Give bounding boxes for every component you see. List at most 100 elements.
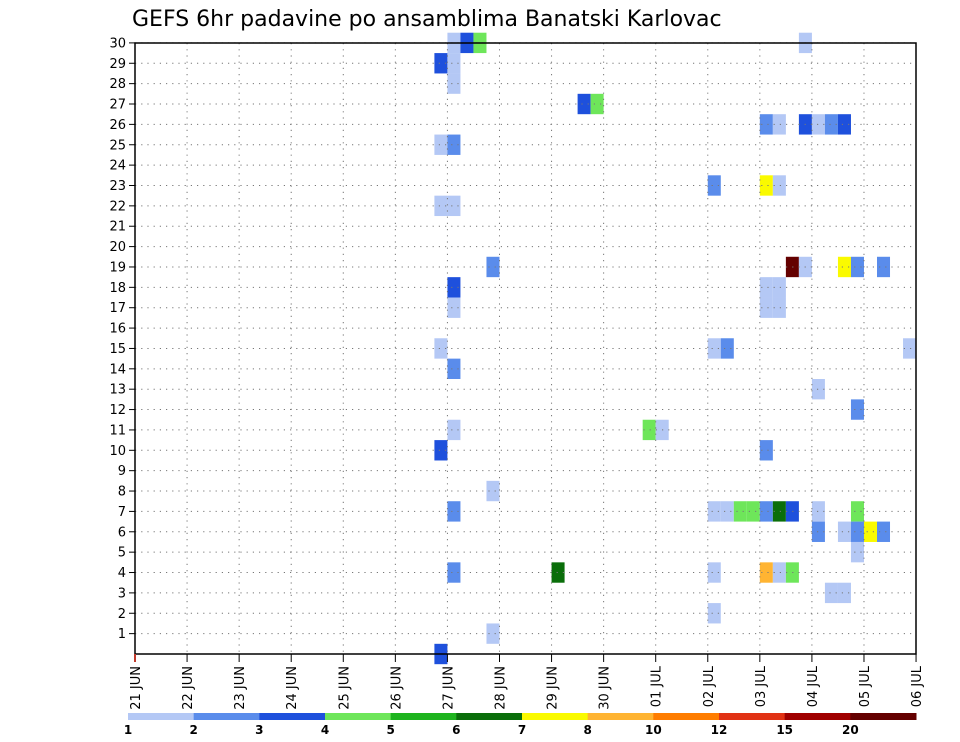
precip-cell xyxy=(772,277,786,298)
chart-title: GEFS 6hr padavine po ansamblima Banatski… xyxy=(132,7,722,32)
precip-cell xyxy=(434,53,448,74)
precip-cell xyxy=(811,379,825,400)
precipitation-cells xyxy=(434,32,916,665)
colorbar-segment xyxy=(784,713,851,720)
precip-cell xyxy=(447,419,461,441)
x-axis: 21 JUN 22 JUN 23 JUN 24 JUN 25 JUN 26 JUN 27 J… xyxy=(129,654,925,710)
x-tick-label: 21 JUN xyxy=(129,666,144,710)
precip-cell xyxy=(772,114,786,135)
precip-cell xyxy=(811,521,825,542)
colorbar-segment xyxy=(456,713,523,720)
precip-cell xyxy=(447,134,461,155)
grid-lines xyxy=(135,42,916,654)
y-tick-label: 20 xyxy=(109,240,126,255)
x-tick-label: 04 JUL xyxy=(806,665,821,707)
y-tick-label: 25 xyxy=(109,138,126,153)
colorbar-label: 5 xyxy=(386,723,394,737)
precip-cell xyxy=(772,297,786,318)
y-tick-label: 2 xyxy=(118,607,126,622)
precip-cell xyxy=(850,501,864,522)
precip-cell xyxy=(447,358,461,379)
y-tick-label: 8 xyxy=(118,485,126,500)
y-tick-label: 28 xyxy=(109,77,126,92)
precip-cell xyxy=(759,277,773,298)
precip-cell xyxy=(434,195,448,217)
precip-cell xyxy=(837,256,851,278)
colorbar-legend: 1 2 3 4 5 6 7 8 10 12 15 20 xyxy=(124,713,917,737)
y-tick-label: 27 xyxy=(109,98,126,113)
x-tick-label: 01 JUL xyxy=(650,665,665,707)
precip-cell xyxy=(642,419,656,441)
precip-cell xyxy=(733,501,747,522)
precip-cell xyxy=(759,114,773,135)
precip-cell xyxy=(850,256,864,278)
y-tick-label: 9 xyxy=(118,464,126,479)
precip-cell xyxy=(434,440,448,461)
colorbar-label: 7 xyxy=(518,723,526,737)
x-tick-label: 05 JUL xyxy=(858,665,873,707)
x-tick-label: 03 JUL xyxy=(754,665,769,707)
y-tick-label: 5 xyxy=(118,546,126,561)
x-tick-label: 24 JUN xyxy=(285,666,300,710)
precip-cell xyxy=(447,501,461,522)
precip-cell xyxy=(759,562,773,583)
precip-cell xyxy=(707,562,721,583)
y-tick-label: 14 xyxy=(109,362,126,377)
colorbar-label: 1 xyxy=(124,723,132,737)
colorbar-label: 15 xyxy=(776,723,793,737)
colorbar-label: 4 xyxy=(321,723,329,737)
y-tick-label: 7 xyxy=(118,505,126,520)
colorbar-label: 8 xyxy=(583,723,591,737)
colorbar-segment xyxy=(587,713,654,720)
precip-cell xyxy=(707,603,721,624)
colorbar-segment xyxy=(128,713,195,720)
colorbar-segment xyxy=(193,713,260,720)
colorbar-label: 20 xyxy=(842,723,859,737)
y-tick-label: 15 xyxy=(109,342,126,357)
precip-cell xyxy=(590,93,604,115)
x-tick-label: 23 JUN xyxy=(233,666,248,710)
precip-cell xyxy=(850,399,864,420)
colorbar-segment xyxy=(653,713,720,720)
precip-cell xyxy=(759,175,773,196)
colorbar-label: 12 xyxy=(711,723,728,737)
precip-cell xyxy=(877,521,891,542)
precip-cell xyxy=(707,501,721,522)
y-tick-label: 3 xyxy=(118,586,126,601)
y-tick-label: 4 xyxy=(118,566,126,581)
y-tick-label: 6 xyxy=(118,525,126,540)
precip-cell xyxy=(434,134,448,155)
precip-cell xyxy=(447,297,461,318)
precip-cell xyxy=(837,521,851,542)
y-tick-label: 23 xyxy=(109,179,126,194)
colorbar-label: 6 xyxy=(452,723,460,737)
y-tick-label: 10 xyxy=(109,444,126,459)
precip-cell xyxy=(707,175,721,196)
precip-cell xyxy=(759,297,773,318)
colorbar-segment xyxy=(390,713,457,720)
y-tick-label: 21 xyxy=(109,220,126,235)
x-tick-label: 28 JUN xyxy=(494,666,509,710)
y-axis: 1234567891011121314151617181920212223242… xyxy=(109,36,135,642)
y-tick-label: 19 xyxy=(109,260,126,275)
precip-cell xyxy=(577,93,591,115)
precip-cell xyxy=(759,440,773,461)
precip-cell xyxy=(824,582,838,604)
x-tick-label: 22 JUN xyxy=(181,666,196,710)
precip-cell xyxy=(447,195,461,217)
y-tick-label: 26 xyxy=(109,118,126,133)
colorbar-label: 3 xyxy=(255,723,263,737)
precip-cell xyxy=(447,73,461,94)
precip-cell xyxy=(850,541,864,563)
y-tick-label: 30 xyxy=(109,36,126,51)
y-tick-label: 1 xyxy=(118,627,126,642)
y-tick-label: 12 xyxy=(109,403,126,418)
precip-cell xyxy=(850,521,864,542)
precip-cell xyxy=(824,114,838,135)
precip-cell xyxy=(837,582,851,604)
y-tick-label: 24 xyxy=(109,159,126,174)
precip-cell xyxy=(486,480,500,502)
precip-cell xyxy=(720,501,734,522)
precip-cell xyxy=(746,501,760,522)
